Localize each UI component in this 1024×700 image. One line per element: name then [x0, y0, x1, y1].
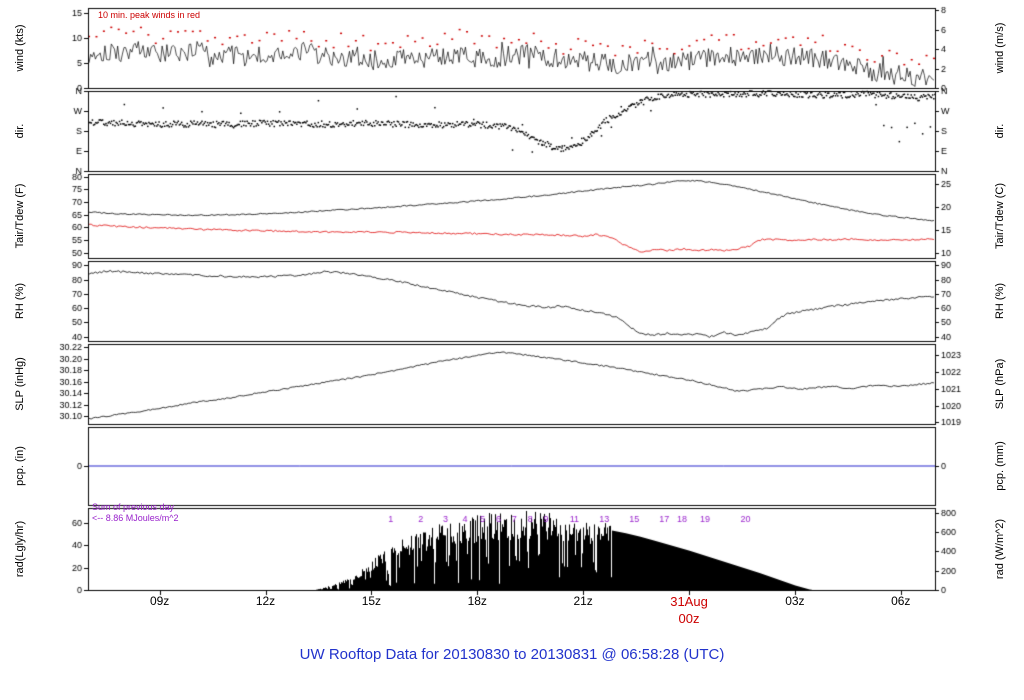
rad-sum-note: Sum of previous day: [92, 502, 175, 512]
peak-wind-note: 10 min. peak winds in red: [98, 10, 201, 20]
x-tick-label: 21z: [573, 594, 593, 608]
x-tick-label-secondary: 00z: [678, 611, 700, 626]
axis-title-wind-left: wind (kts): [14, 24, 26, 72]
axis-title-temp-right: Tair/Tdew (C): [994, 182, 1006, 250]
axis-title-dir-right: dir.: [994, 123, 1006, 139]
meteogram-canvas: [0, 0, 1024, 600]
x-tick-label: 09z: [149, 594, 170, 608]
axis-title-rad-right: rad (W/m^2): [994, 518, 1006, 580]
axis-title-slp-right: SLP (hPa): [994, 358, 1006, 410]
figure-title: UW Rooftop Data for 20130830 to 20130831…: [299, 646, 725, 663]
x-tick-label: 15z: [361, 594, 382, 608]
axis-title-temp-left: Tair/Tdew (F): [14, 183, 26, 249]
axis-title-slp-left: SLP (inHg): [14, 357, 26, 411]
rad-mjoules-note: <-- 8.86 MJoules/m^2: [92, 513, 179, 523]
axis-title-wind-right: wind (m/s): [994, 22, 1006, 74]
axis-title-pcp-right: pcp. (mm): [994, 441, 1006, 491]
axis-title-rad-left: rad(Lgly/hr): [14, 520, 26, 578]
x-tick-label: 18z: [467, 594, 487, 608]
axis-title-rh-right: RH (%): [994, 282, 1006, 320]
x-axis-labels: 09z 12z 15z 18z 21z 31Aug 00z 03z 06z: [0, 594, 1024, 638]
axis-title-pcp-left: pcp. (in): [14, 446, 26, 486]
x-tick-label: 12z: [255, 594, 276, 608]
axis-title-rh-left: RH (%): [14, 282, 26, 320]
axis-title-dir-left: dir.: [14, 123, 26, 139]
x-tick-label: 31Aug: [670, 594, 708, 609]
x-tick-label: 06z: [891, 594, 911, 608]
x-tick-label: 03z: [785, 594, 805, 608]
